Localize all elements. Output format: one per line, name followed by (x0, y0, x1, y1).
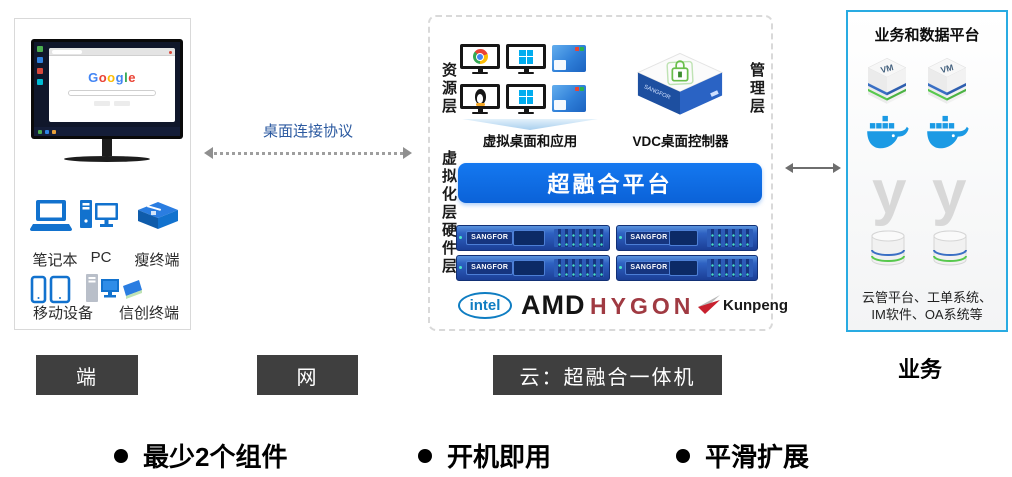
bullet-dot (676, 448, 690, 463)
caption-line-2: IM软件、OA系统等 (871, 307, 983, 322)
amd-logo: AMD (521, 290, 586, 320)
search-bar (67, 90, 157, 96)
bottom-label-business: 业务 (897, 357, 942, 382)
business-apps-caption: 云管平台、工单系统、 IM软件、OA系统等 (848, 289, 1006, 323)
vm-monitor-windows-icon (506, 44, 546, 74)
server-brand-label: SANGFOR (625, 231, 673, 245)
y-app-logo: y (872, 158, 907, 227)
bullet-ready-to-use: 开机即用 (418, 437, 551, 474)
database-icon (933, 230, 967, 266)
monitor-stand (102, 139, 112, 156)
server-brand-label: SANGFOR (466, 231, 514, 245)
caption-line-1: 云管平台、工单系统、 (861, 290, 992, 305)
device-label-mobile: 移动设备 (32, 305, 93, 322)
hygon-logo: HYGON (590, 293, 695, 319)
thin-client-icon (138, 202, 178, 229)
bullet-dot (418, 448, 432, 463)
bottom-label-terminal: 端 (36, 355, 138, 395)
desktop-icons (37, 46, 43, 90)
y-app-logo: y (932, 158, 967, 227)
vm-monitor-windows-icon (506, 84, 546, 114)
server-node: SANGFOR (616, 225, 758, 251)
virtual-desktop-label: 虚拟桌面和应用 (482, 134, 578, 149)
desktop-monitor-illustration: Google (31, 39, 183, 162)
bullet-text: 最少2个组件 (143, 442, 288, 472)
pc-icon (80, 200, 118, 228)
virtual-desktop-thumbnail (552, 45, 586, 72)
chevron-down-icon (462, 119, 598, 130)
server-panel (668, 229, 699, 246)
intel-logo: intel (458, 292, 512, 319)
layer-label-hardware: 硬件层 (440, 222, 457, 276)
linux-tux-icon (474, 89, 486, 106)
xinchuang-terminal-icon (86, 274, 142, 302)
business-link-arrow (785, 163, 841, 173)
search-buttons (49, 101, 175, 106)
monitor-screen: Google (31, 39, 183, 139)
vm-box-icon: VM (928, 57, 966, 104)
vm-monitor-linux-icon (460, 84, 500, 114)
device-label-thin-client: 瘦终端 (134, 252, 180, 269)
desktop-protocol-label: 桌面连接协议 (262, 123, 353, 140)
business-data-panel: 业务和数据平台 VM VM (846, 10, 1008, 332)
windows-icon (519, 49, 533, 64)
layer-label-management: 管理层 (748, 62, 765, 116)
kunpeng-bird-icon (698, 295, 720, 314)
device-label-xinchuang: 信创终端 (118, 305, 179, 322)
server-drive-bays (706, 258, 754, 277)
vm-box-icon: VM (868, 57, 906, 104)
browser-toolbar (49, 48, 175, 56)
docker-icon (927, 115, 969, 149)
vm-label: VM (940, 62, 955, 75)
desktop-wallpaper: Google (34, 42, 180, 136)
bottom-label-network: 网 (257, 355, 358, 395)
terminal-panel: Google (14, 18, 191, 330)
server-drive-bays (554, 228, 605, 247)
server-drive-bays (706, 228, 754, 247)
laptop-icon (30, 200, 72, 231)
chrome-icon (472, 49, 488, 64)
vdc-controller-icon: SANGFOR (636, 52, 724, 115)
monitor-base (64, 156, 150, 162)
server-drive-bays (554, 258, 605, 277)
browser-window: Google (49, 48, 175, 122)
server-brand-label: SANGFOR (466, 261, 514, 275)
mobile-devices-icon (30, 275, 71, 304)
bullet-text: 平滑扩展 (705, 442, 810, 472)
bullet-text: 开机即用 (447, 442, 552, 472)
server-panel (668, 259, 699, 276)
server-brand-label: SANGFOR (625, 261, 673, 275)
bottom-label-cloud: 云：超融合一体机 (493, 355, 722, 395)
kunpeng-logo: Kunpeng (697, 294, 788, 316)
hci-platform-bar: 超融合平台 (458, 163, 762, 203)
vm-monitor-chrome-icon (460, 44, 500, 74)
device-label-laptop: 笔记本 (32, 252, 78, 269)
server-panel (513, 229, 546, 246)
layer-label-virtualization: 虚拟化层 (440, 150, 457, 222)
bullet-dot (114, 448, 128, 463)
vdc-controller-label: VDC桌面控制器 (632, 134, 729, 149)
server-node: SANGFOR (456, 255, 610, 281)
server-node: SANGFOR (456, 225, 610, 251)
taskbar (34, 127, 180, 136)
device-label-pc: PC (90, 249, 112, 266)
windows-icon (519, 89, 533, 104)
layer-label-resource: 资源层 (440, 62, 457, 116)
docker-icon (867, 115, 909, 149)
bullet-smooth-scaling: 平滑扩展 (676, 437, 809, 474)
server-node: SANGFOR (616, 255, 758, 281)
server-panel (513, 259, 546, 276)
database-icon (871, 230, 905, 266)
desktop-protocol-arrow (204, 147, 412, 159)
bullet-min-components: 最少2个组件 (114, 437, 287, 474)
vm-label: VM (880, 62, 895, 75)
business-panel-title: 业务和数据平台 (874, 27, 980, 44)
kunpeng-text: Kunpeng (723, 296, 788, 314)
google-logo: Google (88, 70, 136, 85)
virtual-desktop-thumbnail (552, 85, 586, 112)
